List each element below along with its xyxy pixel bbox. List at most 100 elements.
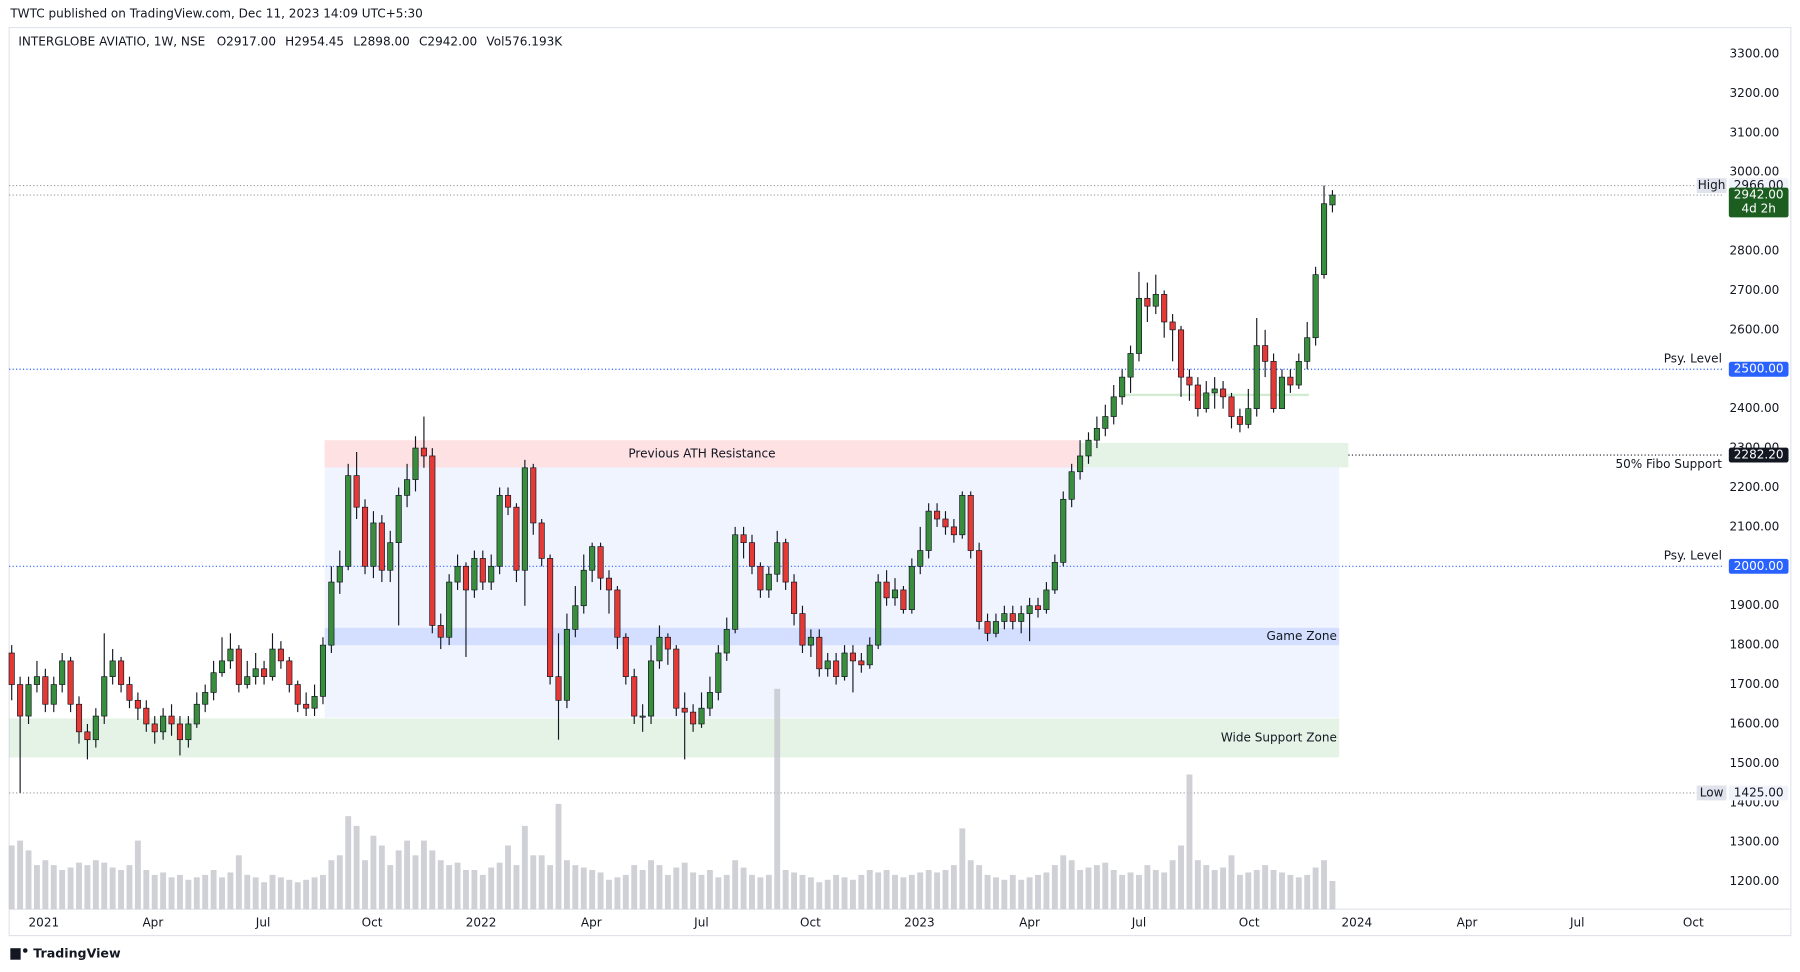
volume-bar — [420, 840, 427, 910]
volume-bar — [1245, 872, 1252, 910]
candle-body — [992, 621, 999, 634]
y-tick-label: 2200.00 — [1730, 480, 1780, 494]
volume-bar — [109, 867, 116, 910]
price-badge-label: 2942.00 — [1734, 188, 1784, 202]
volume-bar — [723, 874, 730, 910]
candle-body — [336, 565, 343, 583]
candle-body — [1077, 455, 1084, 473]
candle-body — [816, 636, 823, 670]
candle-body — [471, 558, 478, 591]
volume-bar — [387, 865, 394, 910]
legend-value: 2898.00 — [360, 34, 410, 48]
y-tick-label: 1800.00 — [1730, 638, 1780, 652]
candle-body — [33, 676, 40, 685]
candle-body — [67, 660, 74, 705]
candle-body — [513, 506, 520, 571]
volume-bar — [1312, 867, 1319, 910]
candle-body — [387, 542, 394, 571]
candle-body — [1278, 376, 1286, 410]
brand: TradingView — [10, 945, 121, 960]
candle-body — [967, 495, 974, 551]
candle-body — [303, 703, 310, 709]
candle-body — [1009, 613, 1016, 622]
candle-body — [446, 581, 453, 638]
candle-body — [858, 660, 865, 666]
volume-bar — [791, 872, 798, 910]
candle-body — [1085, 439, 1092, 457]
volume-bar — [1304, 874, 1311, 910]
candle-body — [959, 495, 966, 536]
candle-body — [101, 676, 108, 717]
volume-bar — [740, 867, 747, 910]
candle-body — [168, 715, 175, 725]
candle-body — [740, 534, 747, 544]
volume-bar — [1262, 865, 1269, 910]
volume-bar — [1093, 865, 1100, 910]
candle-body — [1119, 376, 1126, 398]
candle-body — [437, 625, 444, 638]
x-tick-label: Apr — [581, 915, 602, 929]
candle-body — [538, 522, 545, 559]
candle-body — [563, 629, 570, 701]
volume-bar — [1178, 845, 1184, 910]
volume-bar — [606, 879, 612, 910]
level-name: High — [1698, 178, 1726, 192]
x-tick-label: 2023 — [904, 915, 935, 929]
zone — [324, 627, 1340, 646]
level-name: Psy. Level — [1664, 548, 1722, 562]
candle-body — [555, 676, 562, 701]
volume-bar — [639, 870, 646, 910]
candle-body — [841, 652, 848, 678]
candle-body — [765, 573, 772, 591]
volume-bar — [8, 845, 15, 910]
volume-bar — [328, 860, 335, 910]
volume-bar — [765, 874, 772, 910]
candle-body — [1194, 384, 1201, 410]
candle-body — [479, 558, 486, 583]
zone-label: Wide Support Zone — [1221, 730, 1337, 744]
y-tick-label: 2800.00 — [1730, 244, 1780, 258]
candle-body — [715, 652, 722, 693]
volume-bar — [488, 867, 495, 910]
candle-body — [134, 699, 141, 709]
legend-key: C — [419, 34, 427, 48]
symbol: INTERGLOBE AVIATIO, 1W, NSE — [18, 34, 205, 48]
volume-bar — [993, 877, 999, 910]
volume-bar — [1043, 872, 1050, 910]
x-tick-label: Apr — [1457, 915, 1478, 929]
volume-bar — [496, 862, 503, 910]
candle-body — [1320, 203, 1328, 276]
candle-body — [370, 522, 377, 567]
legend-key: Vol — [486, 34, 504, 48]
volume-bar — [1026, 877, 1033, 910]
candle-body — [1177, 329, 1185, 378]
volume-bar — [1329, 880, 1336, 910]
candle-body — [791, 581, 798, 614]
volume-bar — [84, 865, 91, 910]
volume-bar — [395, 850, 402, 910]
brand-logo — [10, 948, 21, 960]
zone-label: Game Zone — [1267, 629, 1337, 643]
volume-bar — [294, 882, 301, 910]
candle-body — [25, 684, 32, 717]
brand-name: TradingView — [33, 945, 121, 960]
volume-bar — [866, 870, 873, 910]
price-badge — [1728, 361, 1789, 377]
y-tick-label: 1500.00 — [1730, 756, 1780, 770]
volume-bar — [134, 840, 141, 910]
candle-body — [521, 467, 528, 571]
y-tick-label: 1300.00 — [1730, 835, 1780, 849]
x-tick-label: 2021 — [29, 915, 60, 929]
y-tick-label: 3200.00 — [1730, 86, 1780, 100]
price-badge-label: 2000.00 — [1734, 559, 1784, 573]
volume-bar — [580, 867, 587, 910]
volume-bar — [908, 874, 915, 910]
y-tick-label: 2100.00 — [1730, 519, 1780, 533]
candle-body — [17, 684, 24, 717]
candle-body — [530, 467, 537, 524]
y-tick-label: 3100.00 — [1730, 125, 1780, 139]
volume-bar — [17, 840, 24, 910]
x-tick-label: Apr — [1019, 915, 1040, 929]
volume-bar — [1152, 870, 1159, 910]
